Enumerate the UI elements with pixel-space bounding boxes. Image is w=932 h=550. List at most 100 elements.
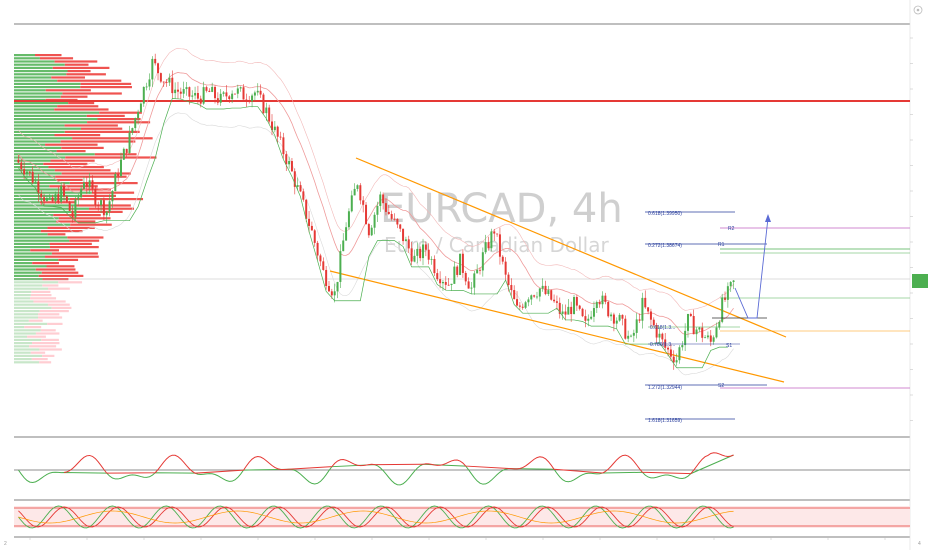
candle-body bbox=[404, 239, 407, 242]
candle-body bbox=[159, 73, 162, 82]
volume-bar-sell bbox=[44, 255, 99, 258]
candle-body bbox=[154, 58, 157, 64]
candle-body bbox=[20, 162, 23, 170]
candle-body bbox=[367, 224, 370, 236]
price-projection-arrow bbox=[734, 214, 771, 319]
candle-body bbox=[553, 299, 556, 302]
candle-body bbox=[721, 297, 724, 322]
candle-body bbox=[444, 281, 447, 285]
volume-bar-buy bbox=[14, 316, 39, 319]
channel-upper-line bbox=[355, 157, 787, 338]
candle-body bbox=[45, 197, 48, 201]
fibonacci-levels: 0.618(1.39950) 0.272(1.38674) 1.272(1.32… bbox=[645, 211, 767, 424]
volume-bar-buy bbox=[14, 182, 70, 185]
volume-bar-sell bbox=[67, 236, 104, 239]
time-axis bbox=[29, 537, 886, 540]
candle-body bbox=[453, 266, 456, 284]
candle-body bbox=[102, 200, 105, 216]
candle-body bbox=[627, 335, 630, 339]
candle-body bbox=[242, 87, 245, 100]
volume-bar-sell bbox=[56, 178, 83, 181]
volume-bar-sell bbox=[43, 162, 88, 165]
volume-bar-sell bbox=[54, 108, 109, 111]
candle-body bbox=[25, 171, 28, 175]
volume-bar-sell bbox=[39, 310, 69, 313]
volume-bar-buy bbox=[14, 188, 60, 191]
volume-bar-sell bbox=[35, 332, 60, 335]
candle-body bbox=[211, 86, 214, 92]
candle-body bbox=[225, 92, 228, 97]
volume-bar-sell bbox=[54, 60, 98, 63]
fib-label-0272: 0.272(1.38674) bbox=[648, 243, 682, 249]
bollinger-bands bbox=[18, 47, 734, 376]
candle-body bbox=[396, 218, 399, 225]
settings-icon[interactable] bbox=[913, 5, 923, 15]
candle-body bbox=[641, 297, 644, 321]
volume-bar-buy bbox=[14, 70, 68, 73]
volume-bar-sell bbox=[39, 361, 52, 364]
candle-body bbox=[459, 253, 462, 275]
candle-body bbox=[555, 301, 558, 303]
volume-bar-buy bbox=[14, 306, 52, 309]
volume-bar-buy bbox=[14, 105, 58, 108]
volume-bar-sell bbox=[69, 239, 100, 242]
candle-body bbox=[430, 258, 433, 260]
volume-bar-buy bbox=[14, 63, 65, 66]
candle-body bbox=[481, 252, 484, 271]
candle-body bbox=[245, 99, 248, 101]
candle-body bbox=[424, 244, 427, 250]
candle-body bbox=[478, 269, 481, 271]
candle-body bbox=[256, 90, 259, 93]
candle-body bbox=[65, 196, 68, 202]
volume-bar-sell bbox=[87, 121, 151, 124]
volume-bar-buy bbox=[14, 271, 42, 274]
candle-body bbox=[105, 211, 108, 216]
volume-bar-sell bbox=[56, 220, 96, 223]
candle-body bbox=[692, 315, 695, 335]
candle-body bbox=[216, 98, 219, 103]
volume-bar-sell bbox=[62, 92, 122, 95]
volume-bar-buy bbox=[14, 127, 81, 130]
volume-bar-buy bbox=[14, 239, 70, 242]
volume-bar-sell bbox=[31, 358, 48, 361]
candle-body bbox=[661, 333, 664, 340]
volume-bar-buy bbox=[14, 230, 41, 233]
candle-body bbox=[535, 296, 538, 298]
volume-bar-buy bbox=[14, 358, 32, 361]
volume-bar-buy bbox=[14, 345, 30, 348]
volume-bar-buy bbox=[14, 111, 100, 114]
volume-bar-buy bbox=[14, 130, 65, 133]
candle-body bbox=[114, 174, 117, 192]
marker-s2: S2 bbox=[718, 383, 724, 389]
candle-body bbox=[476, 269, 479, 274]
volume-bar-buy bbox=[14, 60, 55, 63]
volume-bar-buy bbox=[14, 322, 48, 325]
candle-body bbox=[265, 107, 268, 114]
candle-body bbox=[470, 287, 473, 289]
candle-body bbox=[313, 230, 316, 243]
candle-body bbox=[356, 185, 359, 189]
candle-body bbox=[196, 93, 199, 99]
candle-body bbox=[439, 279, 442, 284]
candle-body bbox=[410, 248, 413, 262]
volume-bar-buy bbox=[14, 303, 48, 306]
volume-bar-buy bbox=[14, 204, 76, 207]
candle-body bbox=[134, 118, 137, 129]
volume-bar-buy bbox=[14, 191, 92, 194]
candle-body bbox=[77, 197, 80, 200]
candle-body bbox=[37, 181, 40, 194]
marker-r1: R1 bbox=[718, 242, 725, 248]
right-price-axis bbox=[910, 37, 913, 421]
volume-bar-sell bbox=[39, 57, 74, 60]
candle-body bbox=[85, 182, 88, 187]
candle-body bbox=[669, 349, 672, 357]
volume-bar-buy bbox=[14, 140, 61, 143]
band-middle bbox=[18, 72, 734, 336]
candle-body bbox=[547, 290, 550, 295]
volume-bar-buy bbox=[14, 162, 44, 165]
candle-body bbox=[578, 305, 581, 309]
pivot-markers: R2 R1 S1 S2 bbox=[718, 226, 735, 389]
volume-bar-sell bbox=[72, 137, 153, 140]
candle-body bbox=[373, 214, 376, 228]
